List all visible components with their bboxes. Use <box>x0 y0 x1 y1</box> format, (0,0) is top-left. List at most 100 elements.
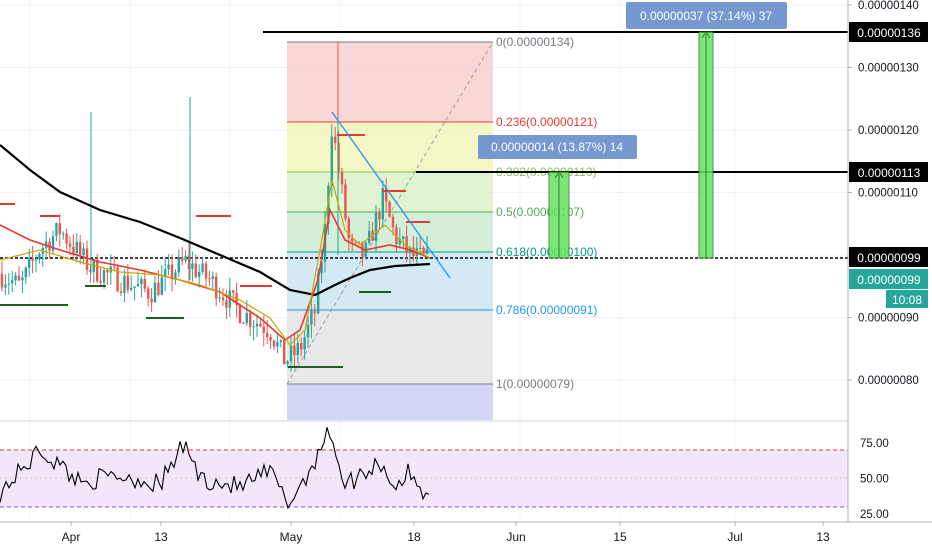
candle-body <box>21 277 24 281</box>
ma-red-line <box>0 207 431 342</box>
candle-body <box>157 282 160 295</box>
time-tick-label: 13 <box>816 530 830 544</box>
fib-level-label: 0.5(0.00000107) <box>496 205 584 219</box>
candle-body <box>126 275 129 290</box>
candle-body <box>306 324 310 338</box>
time-tick-label: 15 <box>613 530 627 544</box>
measure-text-small: 0.00000014 (13.87%) 14 <box>491 140 623 154</box>
candle-body <box>177 257 180 273</box>
candle-body <box>119 291 123 293</box>
measure-box-large <box>626 2 787 29</box>
candle-body <box>51 236 55 251</box>
candle-body <box>11 280 14 284</box>
candle-body <box>283 340 286 365</box>
candle-body <box>276 341 279 347</box>
candle-body <box>368 230 371 243</box>
trend-line[interactable] <box>331 111 451 279</box>
time-axis[interactable]: Apr 13 May 18 Jun 15 Jul 13 <box>0 521 932 544</box>
candle-body <box>327 185 330 225</box>
candle-body <box>75 241 78 254</box>
candle-body <box>164 269 167 278</box>
candle-body <box>269 336 272 341</box>
candle-body <box>344 184 347 219</box>
candle-body <box>357 241 361 243</box>
candle-body <box>123 275 126 293</box>
candle-body <box>266 332 269 337</box>
candle-body <box>391 216 395 228</box>
price-tick-label: 0.00000130 <box>858 63 919 75</box>
candle-body <box>310 310 313 325</box>
candle-body <box>425 249 429 254</box>
candle-body <box>198 271 201 277</box>
candle-body <box>72 246 75 254</box>
candle-body <box>262 326 265 333</box>
price-tick-label: 0.00000110 <box>858 188 918 200</box>
candle-body <box>374 212 378 241</box>
fib-level-label: 1(0.00000079) <box>496 377 574 391</box>
candle-body <box>378 212 381 220</box>
rsi-tick-label: 25.00 <box>860 509 889 521</box>
candle-body <box>238 305 242 323</box>
candle-body <box>296 343 299 355</box>
time-tick-label: Jul <box>727 530 742 544</box>
candle-body <box>252 326 255 328</box>
candle-body <box>167 264 170 270</box>
price-range-measures[interactable]: 0.00000014 (13.87%) 14 0.00000037 (37.14… <box>478 2 787 259</box>
candle-body <box>320 261 323 274</box>
candle-body <box>147 288 150 299</box>
time-tick-label: 13 <box>154 530 168 544</box>
candle-body <box>143 278 146 289</box>
candle-body <box>351 238 354 242</box>
candle-body <box>330 136 333 186</box>
candle-body <box>405 236 408 254</box>
candle-body <box>337 142 340 172</box>
badge-113 <box>849 162 928 182</box>
candle-body <box>371 230 374 241</box>
fib-level-label: 0.236(0.00000121) <box>496 115 597 129</box>
candle-body <box>7 283 10 285</box>
badge-099 <box>849 247 928 267</box>
candle-body <box>225 300 228 308</box>
candle-body <box>17 275 21 281</box>
candle-body <box>201 263 204 272</box>
candle-body <box>79 241 82 255</box>
candle-body <box>85 248 89 270</box>
svg-text:10:08: 10:08 <box>892 293 922 307</box>
candle-body <box>402 236 405 240</box>
candle-body <box>249 312 252 327</box>
candle-body <box>245 312 248 324</box>
candle-body <box>68 243 72 247</box>
rsi-pane <box>0 420 848 510</box>
candle-body <box>211 276 214 280</box>
countdown-badge <box>886 290 928 308</box>
candle-body <box>55 223 58 237</box>
rsi-tick-label: 75.00 <box>860 438 889 450</box>
candle-body <box>160 277 163 295</box>
fib-level-label: 0.618(0.00000100) <box>496 245 597 259</box>
svg-text:0.00000099: 0.00000099 <box>857 251 921 265</box>
candle-body <box>136 284 140 287</box>
candle-body <box>133 286 136 288</box>
candle-body <box>388 201 391 217</box>
time-tick-label: Apr <box>62 530 81 544</box>
ma-yellow-line <box>0 179 431 346</box>
candle-body <box>381 187 384 220</box>
candle-body <box>354 241 357 243</box>
candle-body <box>194 263 197 277</box>
candle-body <box>255 323 259 327</box>
candle-body <box>232 290 235 293</box>
candle-body <box>303 337 306 350</box>
candle-body <box>191 263 194 269</box>
candle-body <box>96 259 99 282</box>
last-price-badge <box>849 269 928 289</box>
price-badges: 0.00000136 0.00000113 0.00000099 0.00000… <box>849 22 928 308</box>
candle-body <box>140 278 143 285</box>
measure-text-large: 0.00000037 (37.14%) 37 <box>640 9 772 23</box>
candle-body <box>58 223 61 235</box>
candle-body <box>106 270 109 273</box>
measure-box-small <box>478 135 637 159</box>
candle-body <box>398 239 401 245</box>
price-tick-label: 0.00000140 <box>858 0 919 12</box>
candle-body <box>242 322 245 324</box>
